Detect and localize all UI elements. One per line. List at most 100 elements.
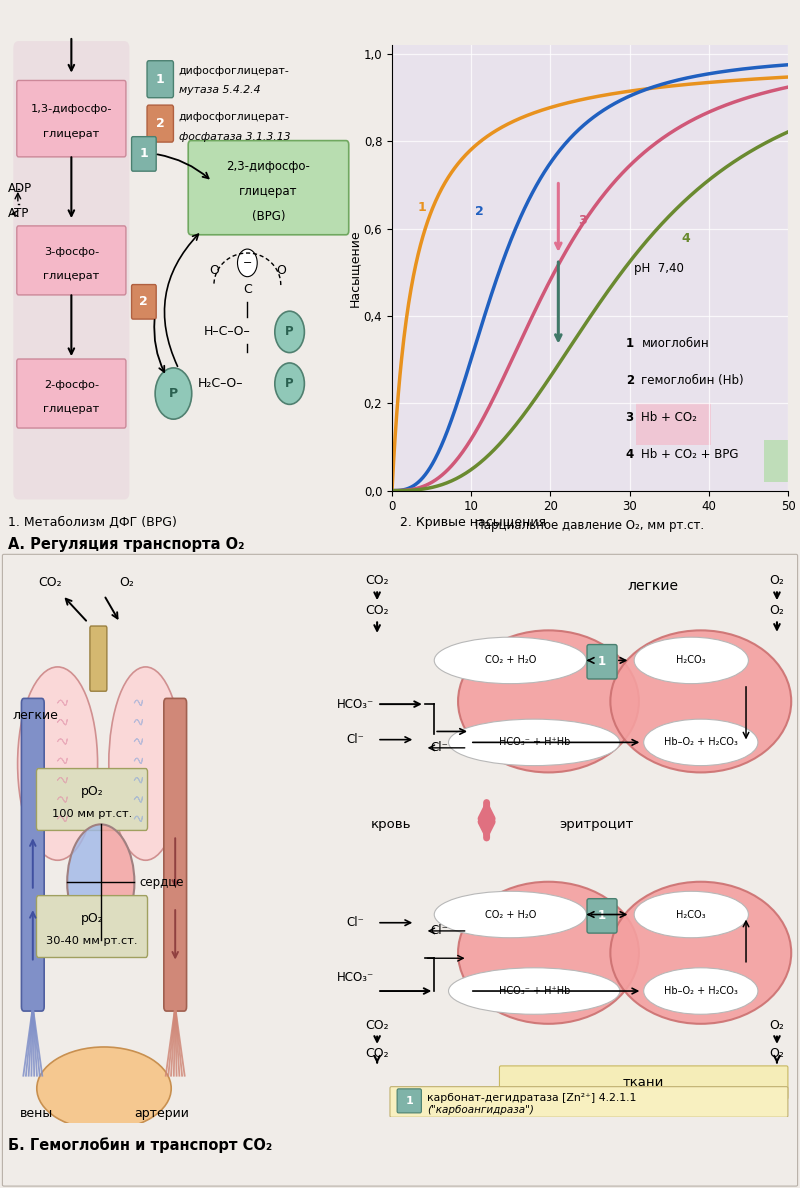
Text: HCO₃⁻: HCO₃⁻ bbox=[337, 697, 374, 710]
Text: сердце: сердце bbox=[139, 876, 184, 889]
Text: O₂: O₂ bbox=[770, 604, 784, 617]
Text: фосфатаза 3.1.3.13: фосфатаза 3.1.3.13 bbox=[178, 132, 290, 143]
Text: глицерат: глицерат bbox=[43, 271, 99, 282]
FancyBboxPatch shape bbox=[397, 1089, 422, 1113]
Text: Cl⁻: Cl⁻ bbox=[430, 924, 448, 937]
Ellipse shape bbox=[458, 631, 639, 772]
Text: pH  7,40: pH 7,40 bbox=[634, 263, 683, 276]
Text: глицерат: глицерат bbox=[239, 185, 298, 198]
Ellipse shape bbox=[18, 666, 98, 860]
Text: 1: 1 bbox=[406, 1095, 413, 1106]
Text: C: C bbox=[243, 283, 252, 296]
Text: CO₂ + H₂O: CO₂ + H₂O bbox=[485, 910, 536, 920]
Circle shape bbox=[275, 311, 304, 353]
Text: 2: 2 bbox=[156, 118, 165, 131]
Text: 1: 1 bbox=[139, 147, 148, 160]
Text: HCO₃⁻ + H⁺Hb: HCO₃⁻ + H⁺Hb bbox=[498, 986, 570, 996]
Text: 4: 4 bbox=[626, 448, 634, 461]
Ellipse shape bbox=[610, 631, 791, 772]
Text: артерии: артерии bbox=[134, 1107, 189, 1120]
Text: −: − bbox=[242, 258, 252, 267]
Text: Cl⁻: Cl⁻ bbox=[346, 916, 365, 929]
Text: гемоглобин (Hb): гемоглобин (Hb) bbox=[642, 374, 744, 386]
Text: глицерат: глицерат bbox=[43, 128, 99, 139]
FancyBboxPatch shape bbox=[164, 699, 186, 1011]
FancyBboxPatch shape bbox=[17, 81, 126, 157]
Ellipse shape bbox=[37, 1047, 171, 1130]
Wedge shape bbox=[67, 824, 101, 941]
Text: 1: 1 bbox=[156, 72, 165, 86]
Text: (BPG): (BPG) bbox=[252, 209, 286, 222]
Text: 2,3-дифосфо-: 2,3-дифосфо- bbox=[226, 160, 310, 173]
Text: 2. Кривые насыщения: 2. Кривые насыщения bbox=[400, 517, 546, 530]
Ellipse shape bbox=[634, 891, 749, 937]
FancyBboxPatch shape bbox=[147, 105, 174, 143]
FancyBboxPatch shape bbox=[499, 1066, 788, 1099]
FancyBboxPatch shape bbox=[90, 626, 107, 691]
Text: O₂: O₂ bbox=[770, 1019, 784, 1032]
Text: HCO₃⁻: HCO₃⁻ bbox=[337, 971, 374, 984]
Ellipse shape bbox=[644, 968, 758, 1015]
Text: CO₂: CO₂ bbox=[366, 1019, 389, 1032]
FancyBboxPatch shape bbox=[188, 140, 349, 235]
Text: H₂CO₃: H₂CO₃ bbox=[677, 910, 706, 920]
Text: Hb–O₂ + H₂CO₃: Hb–O₂ + H₂CO₃ bbox=[664, 738, 738, 747]
Ellipse shape bbox=[458, 881, 639, 1024]
Text: 30-40 мм рт.ст.: 30-40 мм рт.ст. bbox=[46, 936, 138, 947]
FancyBboxPatch shape bbox=[17, 359, 126, 428]
Text: O₂: O₂ bbox=[770, 1047, 784, 1060]
Text: pO₂: pO₂ bbox=[81, 785, 103, 797]
Circle shape bbox=[275, 364, 304, 404]
Text: O: O bbox=[209, 264, 219, 277]
Text: H–C–O–: H–C–O– bbox=[203, 326, 250, 339]
Text: Б. Гемоглобин и транспорт CO₂: Б. Гемоглобин и транспорт CO₂ bbox=[8, 1137, 272, 1154]
Text: глицерат: глицерат bbox=[43, 404, 99, 415]
Text: CO₂: CO₂ bbox=[366, 574, 389, 587]
Text: CO₂: CO₂ bbox=[366, 1047, 389, 1060]
FancyBboxPatch shape bbox=[587, 645, 617, 680]
Text: А. Регуляция транспорта О₂: А. Регуляция транспорта О₂ bbox=[8, 537, 245, 552]
Text: мутаза 5.4.2.4: мутаза 5.4.2.4 bbox=[178, 86, 260, 95]
Text: ATP: ATP bbox=[8, 207, 30, 220]
Text: P: P bbox=[286, 377, 294, 390]
Circle shape bbox=[238, 249, 258, 277]
Text: pO₂: pO₂ bbox=[81, 911, 103, 924]
X-axis label: Парциальное давление О₂, мм рт.ст.: Парциальное давление О₂, мм рт.ст. bbox=[475, 519, 705, 532]
Text: 4: 4 bbox=[681, 232, 690, 245]
FancyBboxPatch shape bbox=[37, 769, 147, 830]
Text: P: P bbox=[286, 326, 294, 339]
Text: O₂: O₂ bbox=[770, 574, 784, 587]
Text: 1: 1 bbox=[418, 201, 426, 214]
Text: 2: 2 bbox=[139, 296, 148, 309]
FancyBboxPatch shape bbox=[131, 137, 156, 171]
FancyBboxPatch shape bbox=[17, 226, 126, 295]
Text: Hb + CO₂: Hb + CO₂ bbox=[642, 411, 698, 424]
Text: 1,3-дифосфо-: 1,3-дифосфо- bbox=[30, 105, 112, 114]
FancyBboxPatch shape bbox=[764, 441, 800, 482]
FancyBboxPatch shape bbox=[131, 285, 156, 320]
FancyBboxPatch shape bbox=[390, 1087, 788, 1117]
Text: эритроцит: эритроцит bbox=[559, 817, 634, 830]
Text: 2: 2 bbox=[626, 374, 634, 386]
Text: Hb + CO₂ + BPG: Hb + CO₂ + BPG bbox=[642, 448, 739, 461]
Text: 2-фосфо-: 2-фосфо- bbox=[44, 380, 99, 390]
Text: O: O bbox=[276, 264, 286, 277]
Ellipse shape bbox=[449, 968, 620, 1015]
Ellipse shape bbox=[644, 719, 758, 765]
FancyBboxPatch shape bbox=[14, 42, 130, 499]
Text: CO₂: CO₂ bbox=[38, 576, 62, 589]
Ellipse shape bbox=[434, 637, 586, 683]
Text: дифосфоглицерат-: дифосфоглицерат- bbox=[178, 65, 290, 76]
Text: Cl⁻: Cl⁻ bbox=[430, 741, 448, 754]
Text: H₂C–O–: H₂C–O– bbox=[198, 377, 243, 390]
Text: легкие: легкие bbox=[13, 709, 58, 722]
Text: Cl⁻: Cl⁻ bbox=[346, 733, 365, 746]
Text: 1. Метаболизм ДФГ (BPG): 1. Метаболизм ДФГ (BPG) bbox=[8, 517, 177, 530]
Text: HCO₃⁻ + H⁺Hb: HCO₃⁻ + H⁺Hb bbox=[498, 738, 570, 747]
Text: легкие: легкие bbox=[628, 579, 678, 593]
FancyBboxPatch shape bbox=[22, 699, 44, 1011]
Wedge shape bbox=[101, 824, 134, 941]
Text: 1: 1 bbox=[598, 656, 606, 669]
Text: CO₂: CO₂ bbox=[366, 604, 389, 617]
Circle shape bbox=[155, 368, 192, 419]
